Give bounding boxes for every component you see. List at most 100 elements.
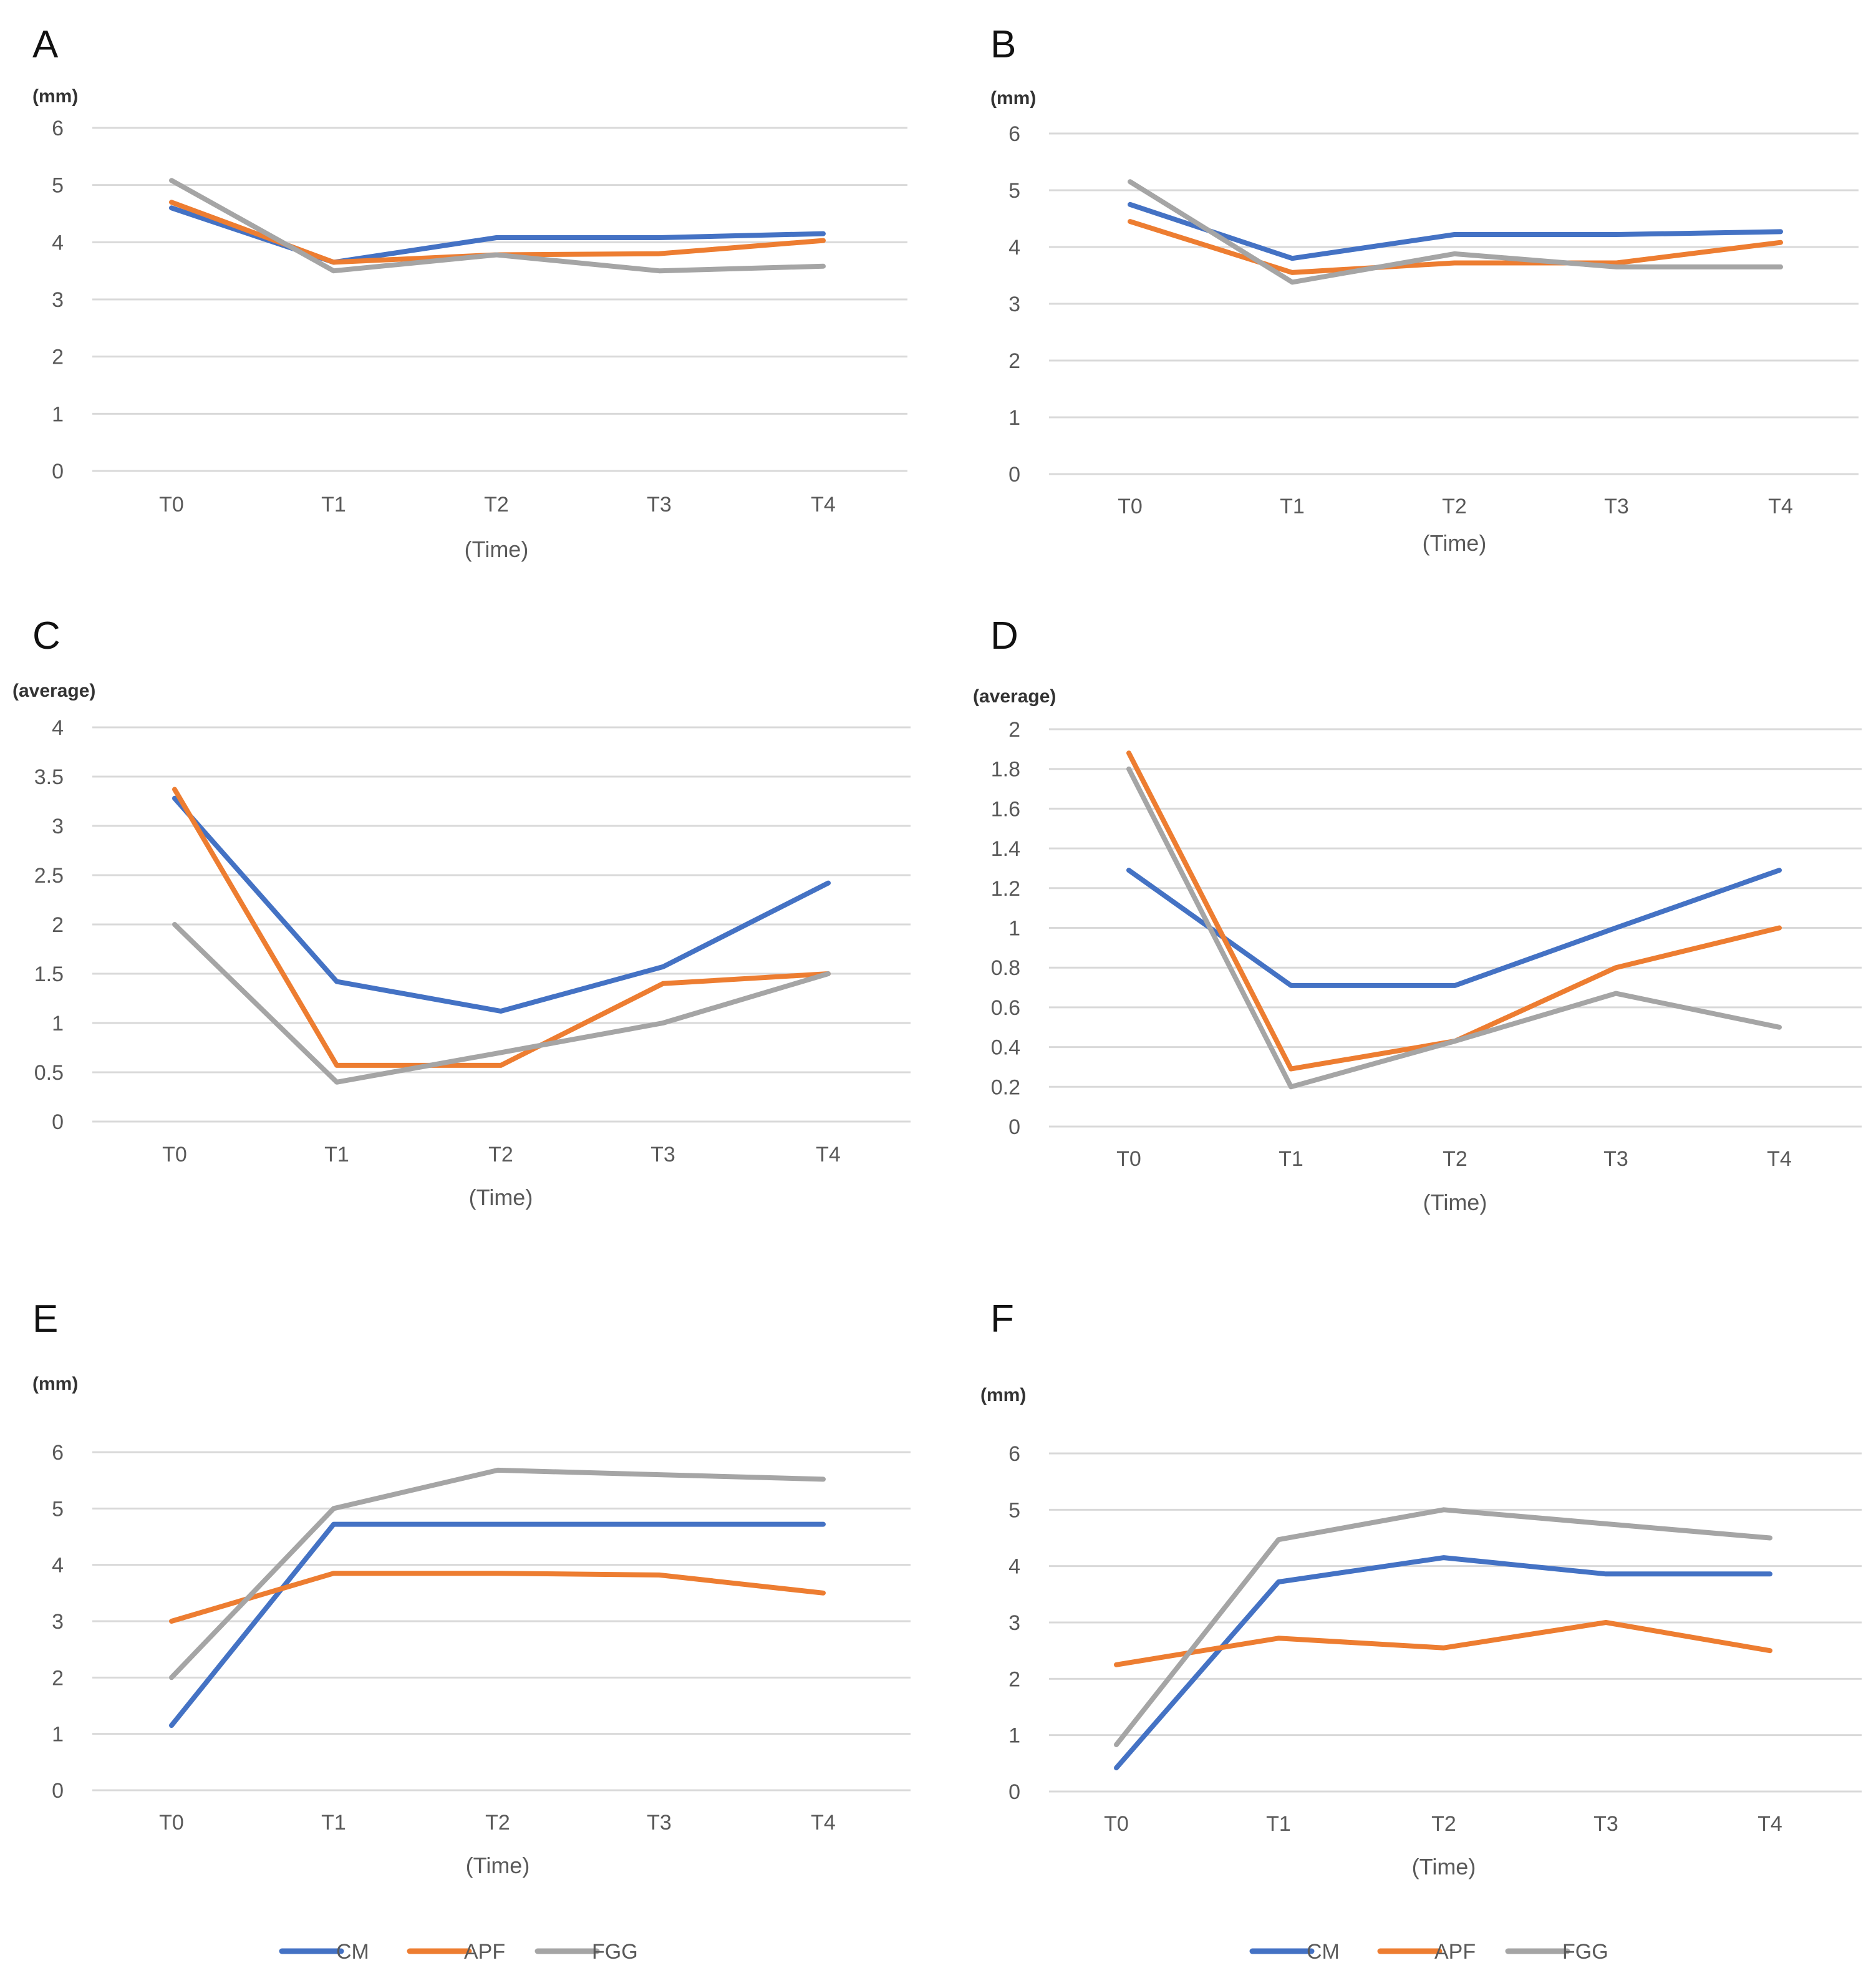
y-tick-label: 3: [1008, 293, 1020, 316]
y-tick-label: 0: [52, 1779, 64, 1803]
legend-label-cm: CM: [336, 1940, 369, 1964]
x-tick-label: T4: [1767, 1147, 1792, 1171]
y-tick-label: 1.5: [34, 962, 64, 986]
x-tick-label: T1: [1280, 495, 1305, 518]
y-unit-label: (mm): [32, 1374, 78, 1394]
x-tick-label: T4: [811, 1811, 836, 1835]
y-tick-label: 1: [1008, 1724, 1020, 1748]
x-axis-title: (Time): [1423, 1190, 1487, 1215]
panel-a: A (mm) 0 1 2 3 4 5 6 T0 T1 T2 T3 T4 (Time): [32, 23, 907, 562]
x-tick-label: T4: [811, 493, 836, 516]
y-tick-label: 6: [52, 117, 64, 140]
y-unit-label: (mm): [32, 86, 78, 107]
series-line-apf: [172, 787, 831, 1068]
y-tick-label: 4: [52, 716, 64, 740]
y-tick-label: 1: [1008, 917, 1020, 941]
x-axis-title: (Time): [469, 1185, 533, 1210]
series-line-fgg: [169, 178, 826, 274]
y-tick-label: 3: [52, 288, 64, 312]
y-tick-label: 0.8: [991, 956, 1020, 980]
y-tick-label: 0: [1008, 1780, 1020, 1804]
legend-left: CM APF FGG: [279, 1940, 638, 1964]
y-tick-label: 5: [1008, 179, 1020, 203]
x-tick-label: T4: [816, 1143, 841, 1166]
x-tick-label: T1: [321, 1811, 346, 1835]
y-tick-label: 5: [1008, 1498, 1020, 1522]
series-line-apf: [1126, 750, 1782, 1072]
x-tick-label: T1: [1266, 1812, 1291, 1836]
y-tick-label: 1: [52, 402, 64, 426]
y-tick-label: 5: [52, 1497, 64, 1521]
x-tick-label: T3: [647, 1811, 672, 1835]
y-tick-label: 0: [1008, 1115, 1020, 1139]
panel-letter-c: C: [32, 614, 60, 657]
y-tick-label: 3: [1008, 1611, 1020, 1635]
x-tick-label: T0: [159, 1811, 184, 1835]
series-line-fgg: [1114, 1507, 1772, 1747]
panel-letter-a: A: [32, 23, 59, 66]
y-tick-label: 5: [52, 174, 64, 198]
y-tick-label: 0: [1008, 463, 1020, 487]
y-tick-label: 6: [1008, 122, 1020, 146]
y-tick-label: 3: [52, 815, 64, 838]
y-tick-label: 4: [1008, 236, 1020, 259]
y-unit-label: (average): [973, 686, 1056, 707]
y-tick-label: 1: [1008, 406, 1020, 430]
y-tick-label: 0.5: [34, 1061, 64, 1085]
series-line-cm: [1114, 1555, 1772, 1771]
y-tick-label: 0.4: [991, 1036, 1020, 1060]
x-tick-label: T2: [1442, 495, 1467, 518]
legend-label-apf: APF: [464, 1940, 505, 1964]
x-tick-label: T0: [1118, 495, 1143, 518]
y-tick-label: 1.2: [991, 877, 1020, 901]
panel-letter-b: B: [990, 23, 1016, 66]
legend-label-cm: CM: [1307, 1940, 1340, 1964]
x-tick-label: T3: [1604, 495, 1629, 518]
series-line-cm: [1126, 868, 1782, 988]
x-tick-label: T1: [324, 1143, 349, 1166]
series-line-apf: [169, 1571, 826, 1624]
x-axis-title: (Time): [1412, 1854, 1476, 1879]
x-tick-label: T3: [647, 493, 672, 516]
y-tick-label: 3: [52, 1610, 64, 1634]
y-tick-label: 4: [1008, 1555, 1020, 1579]
series-line-fgg: [1126, 766, 1782, 1090]
y-tick-label: 2: [1008, 718, 1020, 742]
panel-letter-e: E: [32, 1297, 58, 1341]
x-tick-label: T2: [484, 493, 509, 516]
x-axis-title: (Time): [1423, 530, 1487, 556]
series-line-fgg: [169, 1467, 826, 1680]
panel-f: F (mm) 0 1 2 3 4 5 6 T0 T1 T2 T3 T4 (Time): [980, 1297, 1862, 1879]
series-line-cm: [1128, 201, 1783, 261]
x-tick-label: T2: [485, 1811, 510, 1835]
y-unit-label: (average): [12, 681, 95, 701]
y-tick-label: 1.6: [991, 797, 1020, 821]
series-line-apf: [1114, 1620, 1772, 1667]
x-axis-title: (Time): [466, 1853, 530, 1878]
panel-e: E (mm) 0 1 2 3 4 5 6 T0 T1 T2 T3 T4 (Time): [32, 1297, 911, 1878]
panel-d: D (average) 0 0.2 0.4 0.6 0.8 1 1.2 1.4 1.6 1.8 2 T0 T…: [973, 614, 1862, 1215]
legend-label-fgg: FGG: [592, 1940, 638, 1964]
x-tick-label: T3: [1593, 1812, 1618, 1836]
x-tick-label: T2: [1443, 1147, 1467, 1171]
x-tick-label: T1: [321, 493, 346, 516]
y-tick-label: 3.5: [34, 765, 64, 789]
x-tick-label: T1: [1279, 1147, 1303, 1171]
y-tick-label: 2: [52, 1666, 64, 1690]
x-tick-label: T3: [1603, 1147, 1628, 1171]
x-tick-label: T2: [1431, 1812, 1456, 1836]
x-tick-label: T0: [162, 1143, 187, 1166]
x-tick-label: T2: [488, 1143, 513, 1166]
y-tick-label: 1: [52, 1012, 64, 1035]
y-tick-label: 2: [1008, 349, 1020, 373]
series-line-cm: [169, 1521, 826, 1728]
panel-letter-d: D: [990, 614, 1018, 657]
series-line-fgg: [172, 922, 831, 1085]
y-tick-label: 1: [52, 1723, 64, 1747]
y-tick-label: 6: [1008, 1442, 1020, 1466]
x-tick-label: T3: [650, 1143, 675, 1166]
series-line-cm: [172, 795, 831, 1014]
y-tick-label: 2.5: [34, 864, 64, 888]
y-tick-label: 0: [52, 460, 64, 483]
